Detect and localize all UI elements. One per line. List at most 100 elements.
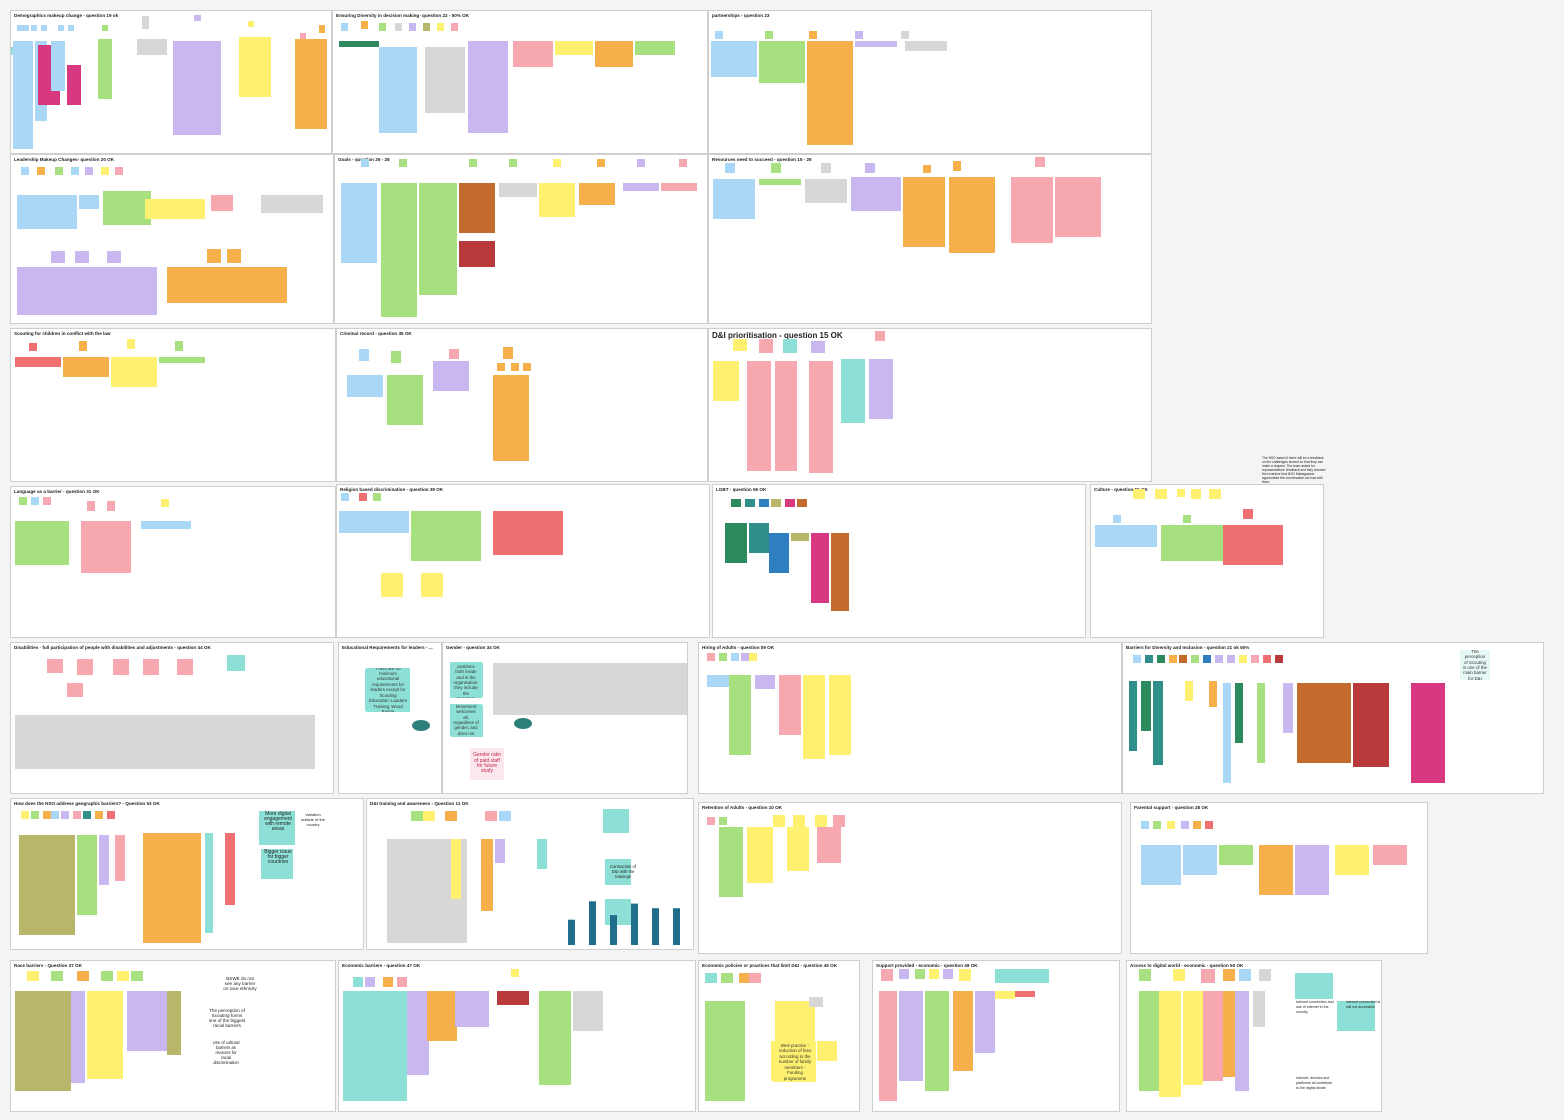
sticky-note[interactable] <box>773 815 785 827</box>
sticky-note-cluster[interactable] <box>341 183 377 263</box>
sticky-note[interactable] <box>943 969 953 979</box>
sticky-note-cluster[interactable] <box>425 47 465 113</box>
sticky-note[interactable] <box>107 811 115 819</box>
sticky-note-cluster[interactable] <box>339 41 379 47</box>
sticky-note[interactable] <box>1113 515 1121 523</box>
digital-note-3[interactable]: Internet: devices and platforms all cont… <box>1296 1076 1333 1090</box>
sticky-note-cluster[interactable] <box>905 41 947 51</box>
sticky-note[interactable] <box>175 341 183 351</box>
sticky-note-cluster[interactable] <box>713 179 755 219</box>
sticky-note[interactable] <box>359 493 367 501</box>
sticky-note-cluster[interactable] <box>98 39 112 99</box>
frame-education[interactable]: Educational Requirements for leaders - .… <box>338 642 442 794</box>
sticky-note-cluster[interactable] <box>141 521 191 529</box>
sticky-note[interactable] <box>1209 489 1221 499</box>
sticky-note-cluster[interactable] <box>143 833 201 943</box>
sticky-note[interactable] <box>11 47 14 55</box>
sticky-note-cluster[interactable] <box>747 827 773 883</box>
sticky-note[interactable] <box>341 23 348 31</box>
geo-note-3[interactable]: Bigger issue for bigger countries <box>264 849 292 865</box>
sticky-note-cluster[interactable] <box>433 361 469 391</box>
frame-criminal[interactable]: Criminal record - question 36 OK <box>336 328 708 482</box>
sticky-note[interactable] <box>423 23 430 31</box>
sticky-note[interactable] <box>741 653 749 661</box>
sticky-note-cluster[interactable] <box>1235 683 1243 743</box>
sticky-note-cluster[interactable] <box>975 991 995 1053</box>
sticky-note-cluster[interactable] <box>79 195 99 209</box>
sticky-note-cluster[interactable] <box>1411 683 1445 783</box>
sticky-note[interactable] <box>143 659 159 675</box>
sticky-note-cluster[interactable] <box>1223 525 1283 565</box>
sticky-note-cluster[interactable] <box>451 839 461 899</box>
sticky-note[interactable] <box>77 659 93 675</box>
sticky-note[interactable] <box>261 849 293 879</box>
sticky-note[interactable] <box>161 499 169 507</box>
sticky-note-cluster[interactable] <box>635 41 675 55</box>
frame-parental[interactable]: Parental support - question 28 OK <box>1130 802 1428 954</box>
sticky-note[interactable] <box>901 31 909 39</box>
sticky-note-cluster[interactable] <box>539 183 575 217</box>
sticky-note-cluster[interactable] <box>851 177 901 211</box>
sticky-note-cluster[interactable] <box>17 195 77 229</box>
sticky-note[interactable] <box>821 163 831 173</box>
sticky-note-cluster[interactable] <box>205 833 213 933</box>
sticky-note-cluster[interactable] <box>841 359 865 423</box>
sticky-note-cluster[interactable] <box>419 183 457 295</box>
sticky-note[interactable] <box>227 249 241 263</box>
sticky-note[interactable] <box>391 351 401 363</box>
sticky-note[interactable] <box>1227 655 1235 663</box>
sticky-note-cluster[interactable] <box>493 663 687 715</box>
sticky-note[interactable] <box>1191 489 1201 499</box>
sticky-note-cluster[interactable] <box>481 839 493 911</box>
sticky-note[interactable] <box>51 971 63 981</box>
sticky-note-cluster[interactable] <box>1183 991 1203 1085</box>
sticky-note[interactable] <box>679 159 687 167</box>
sticky-note-cluster[interactable] <box>497 991 529 1005</box>
sticky-note[interactable] <box>749 653 757 661</box>
sticky-note-cluster[interactable] <box>1055 177 1101 237</box>
sticky-note-cluster[interactable] <box>831 533 849 611</box>
sticky-note-cluster[interactable] <box>167 267 287 303</box>
sticky-note-cluster[interactable] <box>1095 525 1157 547</box>
sticky-note[interactable] <box>881 969 893 981</box>
sticky-note[interactable] <box>1215 655 1223 663</box>
sticky-note[interactable] <box>1153 821 1161 829</box>
gender-note-2[interactable]: The Scout Movement welcomes all, regardl… <box>450 704 482 736</box>
sticky-note[interactable] <box>383 977 393 987</box>
sticky-note-cluster[interactable] <box>995 991 1015 999</box>
sticky-note-cluster[interactable] <box>817 827 841 863</box>
sticky-note-cluster[interactable] <box>855 41 897 47</box>
frame-dni-priority[interactable]: D&I prioritisation - question 15 OK <box>708 328 1152 482</box>
sticky-note-cluster[interactable] <box>225 833 235 905</box>
sticky-note[interactable] <box>1251 655 1259 663</box>
sticky-note-cluster[interactable] <box>381 183 417 317</box>
sticky-note-cluster[interactable] <box>705 1001 745 1101</box>
sticky-note-cluster[interactable] <box>1353 683 1389 767</box>
sticky-note-cluster[interactable] <box>1295 845 1329 895</box>
sticky-note[interactable] <box>449 349 459 359</box>
sticky-note[interactable] <box>1191 655 1199 663</box>
frame-policies[interactable]: Economic policies or practices that limi… <box>698 960 860 1112</box>
frame-demographics[interactable]: Demographics makeup change - question 19… <box>10 10 332 154</box>
sticky-note-cluster[interactable] <box>747 361 771 471</box>
sticky-note-cluster[interactable] <box>749 523 769 553</box>
sticky-note-cluster[interactable] <box>15 715 315 769</box>
sticky-note[interactable] <box>43 811 51 819</box>
sticky-note[interactable] <box>113 659 129 675</box>
policies-best-practice-note[interactable]: Best practice - reduction of fees accord… <box>774 1042 816 1082</box>
sticky-note[interactable] <box>300 33 306 39</box>
gender-note-3[interactable]: Gender ratio of paid staff for future st… <box>470 748 504 780</box>
sticky-note[interactable] <box>1239 969 1251 981</box>
side-note[interactable]: The NSO asked if there will be a feedbac… <box>1262 456 1326 484</box>
sticky-note[interactable] <box>194 15 201 21</box>
sticky-note[interactable] <box>47 659 63 673</box>
sticky-note-cluster[interactable] <box>495 839 505 863</box>
sticky-note-cluster[interactable] <box>493 375 529 461</box>
sticky-note[interactable] <box>31 497 39 505</box>
sticky-note-cluster[interactable] <box>1257 683 1265 763</box>
sticky-note[interactable] <box>817 1041 837 1061</box>
sticky-note-cluster[interactable] <box>17 267 157 315</box>
race-note-3[interactable]: Use of cultural barriers as reasons for … <box>212 1040 240 1065</box>
frame-digital[interactable]: Access to digital world - economic - que… <box>1126 960 1382 1112</box>
sticky-note[interactable] <box>637 159 645 167</box>
